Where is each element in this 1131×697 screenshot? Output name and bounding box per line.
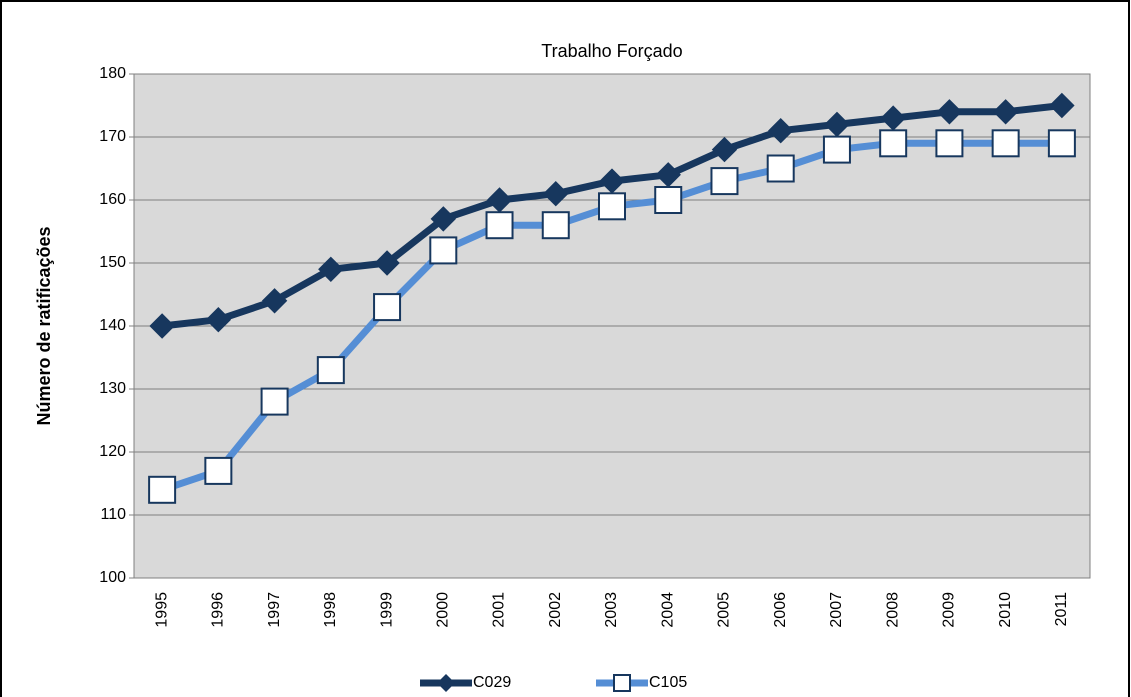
x-tick-label: 2006 bbox=[772, 592, 789, 628]
marker bbox=[598, 192, 626, 221]
marker bbox=[710, 167, 739, 196]
x-tick-label: 2010 bbox=[997, 592, 1014, 628]
marker bbox=[318, 256, 344, 283]
marker bbox=[1047, 129, 1076, 158]
x-tick-label: 2007 bbox=[828, 592, 845, 628]
marker bbox=[430, 206, 457, 232]
x-tick-label: 1995 bbox=[153, 592, 170, 628]
y-axis-label: Número de ratificações bbox=[34, 226, 54, 425]
marker bbox=[936, 99, 963, 125]
marker bbox=[148, 475, 177, 504]
marker bbox=[541, 211, 570, 240]
marker bbox=[261, 288, 288, 314]
x-tick-label: 1998 bbox=[322, 592, 339, 628]
y-tick-label: 110 bbox=[100, 506, 126, 523]
x-tick-label: 2011 bbox=[1053, 592, 1070, 627]
marker bbox=[149, 313, 175, 339]
y-tick-label: 120 bbox=[99, 443, 126, 460]
chart-title: Trabalho Forçado bbox=[541, 41, 682, 61]
y-tick-label: 130 bbox=[99, 380, 126, 397]
marker bbox=[1049, 92, 1075, 119]
x-tick-label: 2009 bbox=[941, 592, 958, 628]
legend-marker bbox=[613, 674, 631, 692]
y-tick-label: 160 bbox=[99, 191, 126, 208]
marker bbox=[316, 356, 345, 385]
marker bbox=[654, 186, 683, 214]
legend-label: C105 bbox=[649, 674, 687, 691]
marker bbox=[205, 306, 232, 333]
marker bbox=[429, 236, 458, 265]
y-tick-label: 150 bbox=[99, 254, 126, 271]
marker bbox=[991, 129, 1020, 158]
x-tick-label: 1997 bbox=[266, 592, 283, 628]
y-tick-label: 170 bbox=[99, 128, 126, 145]
y-tick-label: 180 bbox=[99, 65, 126, 82]
x-tick-label: 2001 bbox=[491, 592, 508, 628]
y-tick-label: 140 bbox=[99, 317, 126, 334]
marker bbox=[767, 117, 794, 144]
marker bbox=[711, 136, 738, 163]
y-tick-label: 100 bbox=[99, 569, 126, 586]
marker bbox=[766, 154, 795, 183]
x-tick-label: 1996 bbox=[210, 592, 227, 628]
marker bbox=[204, 456, 233, 485]
marker bbox=[543, 180, 569, 207]
x-tick-label: 2008 bbox=[884, 592, 901, 628]
marker bbox=[260, 387, 289, 416]
legend-label: C029 bbox=[473, 674, 511, 691]
legend-marker bbox=[437, 674, 455, 692]
x-tick-label: 2002 bbox=[547, 592, 564, 628]
marker bbox=[992, 99, 1019, 125]
x-tick-label: 2005 bbox=[716, 592, 733, 628]
x-tick-label: 2003 bbox=[603, 592, 620, 628]
legend-item: C105 bbox=[596, 674, 687, 692]
marker bbox=[485, 211, 514, 240]
x-tick-label: 2004 bbox=[659, 592, 676, 628]
marker bbox=[879, 129, 908, 158]
marker bbox=[374, 250, 400, 276]
x-tick-label: 2000 bbox=[435, 592, 452, 628]
marker bbox=[935, 129, 964, 158]
marker bbox=[373, 293, 402, 322]
marker bbox=[822, 135, 851, 164]
x-tick-label: 1999 bbox=[378, 592, 395, 628]
legend-item: C029 bbox=[420, 674, 511, 692]
